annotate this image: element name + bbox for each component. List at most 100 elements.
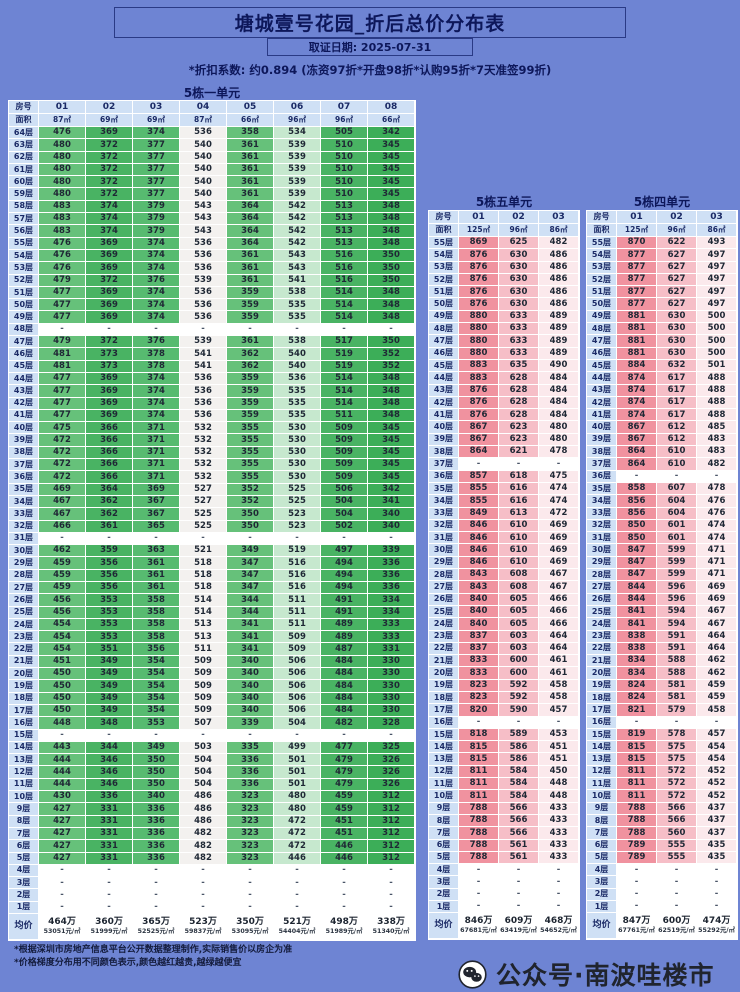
floor-label: 37层 xyxy=(429,458,459,471)
price-cell: 516 xyxy=(274,569,321,582)
price-cell: 566 xyxy=(499,814,539,828)
floor-label: 40层 xyxy=(9,422,39,435)
price-cell: 367 xyxy=(133,495,180,509)
price-cell: 847 xyxy=(617,544,657,557)
price-cell: - xyxy=(133,877,180,890)
price-cell: 336 xyxy=(133,803,180,816)
price-cell: 459 xyxy=(39,581,86,595)
price-cell: 840 xyxy=(459,605,499,619)
price-cell: 506 xyxy=(274,680,321,693)
price-cell: 369 xyxy=(133,483,180,496)
price-cell: 336 xyxy=(133,827,180,841)
price-cell: 361 xyxy=(227,262,274,275)
area-header: 66㎡ xyxy=(368,114,415,127)
price-cell: 539 xyxy=(274,163,321,177)
price-cell: 539 xyxy=(274,151,321,164)
price-cell: - xyxy=(499,876,539,889)
price-cell: 627 xyxy=(657,261,697,274)
wechat-account-name: 公众号·南波哇楼市 xyxy=(496,961,715,990)
price-cell: 482 xyxy=(697,458,737,471)
price-cell: 486 xyxy=(539,249,579,262)
price-cell: - xyxy=(180,901,227,914)
price-cell: 811 xyxy=(459,765,499,779)
price-cell: 374 xyxy=(133,397,180,410)
price-cell: 789 xyxy=(617,839,657,852)
price-cell: 592 xyxy=(499,691,539,705)
price-cell: - xyxy=(274,323,321,337)
floor-label: 19层 xyxy=(429,679,459,692)
price-cell: 466 xyxy=(39,520,86,533)
price-cell: 484 xyxy=(321,704,368,718)
price-table-unit1: 房号 01 02 03 04 05 06 07 08 面积 87㎡ 69㎡ 69㎡ 87㎡ 66㎡ 96㎡ 96… xyxy=(8,100,416,941)
price-cell: 352 xyxy=(368,360,415,373)
price-cell: 507 xyxy=(180,717,227,730)
price-cell: - xyxy=(180,877,227,890)
floor-label: 49层 xyxy=(429,310,459,324)
price-cell: 372 xyxy=(86,188,133,201)
price-cell: 479 xyxy=(321,754,368,767)
price-cell: - xyxy=(499,864,539,877)
price-cell: 312 xyxy=(368,827,415,841)
price-cell: 351 xyxy=(86,643,133,656)
price-cell: 625 xyxy=(499,237,539,250)
price-cell: 514 xyxy=(321,286,368,300)
price-cell: 540 xyxy=(180,176,227,189)
price-cell: 539 xyxy=(274,139,321,152)
price-cell: - xyxy=(617,716,657,729)
column-header: 06 xyxy=(274,101,321,114)
price-cell: 348 xyxy=(368,225,415,238)
price-cell: 483 xyxy=(697,446,737,459)
price-cell: 811 xyxy=(617,765,657,779)
price-cell: 359 xyxy=(227,385,274,398)
price-cell: 462 xyxy=(697,667,737,680)
price-cell: 823 xyxy=(459,679,499,692)
price-cell: - xyxy=(321,729,368,742)
price-table-unit5: 房号 01 02 03 面积 125㎡ 96㎡ 86㎡ 55层 869 625 482 54层 876 63… xyxy=(428,210,580,941)
price-cell: 509 xyxy=(180,692,227,705)
price-cell: - xyxy=(133,532,180,546)
price-cell: 330 xyxy=(368,692,415,705)
floor-label: 29层 xyxy=(9,557,39,570)
price-cell: 450 xyxy=(39,692,86,705)
price-cell: 330 xyxy=(368,668,415,681)
price-cell: 326 xyxy=(368,754,415,767)
column-header: 05 xyxy=(227,101,274,114)
price-cell: 482 xyxy=(180,827,227,841)
floor-label: 40层 xyxy=(587,421,617,434)
price-cell: 880 xyxy=(459,347,499,360)
price-cell: 497 xyxy=(697,298,737,311)
price-cell: 870 xyxy=(617,237,657,250)
price-cell: 516 xyxy=(321,274,368,287)
price-cell: 540 xyxy=(274,348,321,361)
price-cell: 469 xyxy=(39,483,86,496)
area-header: 69㎡ xyxy=(86,114,133,127)
price-cell: 347 xyxy=(227,581,274,595)
price-cell: 538 xyxy=(274,336,321,349)
column-header: 07 xyxy=(321,101,368,114)
price-cell: 348 xyxy=(368,409,415,423)
price-cell: 476 xyxy=(39,249,86,263)
area-header: 125㎡ xyxy=(459,224,499,237)
price-cell: 487 xyxy=(321,643,368,656)
price-cell: 362 xyxy=(227,348,274,361)
price-cell: 603 xyxy=(499,642,539,656)
price-cell: 530 xyxy=(274,446,321,460)
price-cell: 471 xyxy=(697,544,737,557)
price-cell: - xyxy=(227,889,274,902)
price-cell: 617 xyxy=(657,384,697,397)
price-cell: 363 xyxy=(133,545,180,558)
price-cell: 628 xyxy=(499,384,539,397)
price-cell: 510 xyxy=(321,176,368,189)
floor-label: 30层 xyxy=(587,544,617,557)
price-cell: - xyxy=(274,729,321,742)
price-cell: 458 xyxy=(539,691,579,705)
area-header: 96㎡ xyxy=(657,224,697,237)
price-cell: 476 xyxy=(39,237,86,250)
floor-label: 29层 xyxy=(429,556,459,570)
price-cell: 867 xyxy=(459,433,499,447)
floor-label: 55层 xyxy=(587,237,617,250)
price-cell: 880 xyxy=(459,310,499,324)
price-cell: 477 xyxy=(39,311,86,324)
price-cell: 788 xyxy=(617,802,657,815)
price-cell: 605 xyxy=(499,605,539,619)
